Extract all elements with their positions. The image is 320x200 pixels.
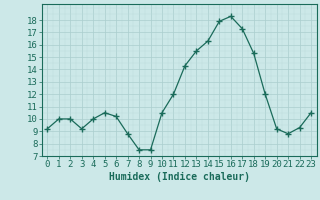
X-axis label: Humidex (Indice chaleur): Humidex (Indice chaleur) — [109, 172, 250, 182]
